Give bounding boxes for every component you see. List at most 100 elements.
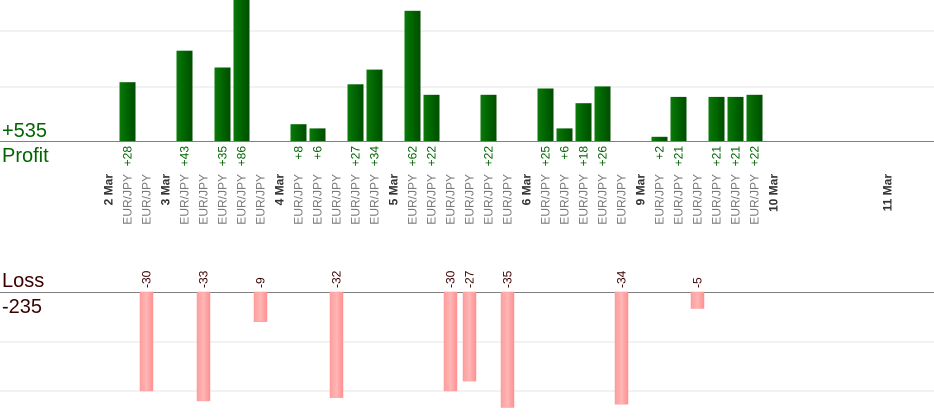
instrument-label: EUR/JPY — [577, 174, 591, 225]
profit-value-label: +21 — [729, 146, 743, 167]
profit-value-label: +34 — [368, 146, 382, 167]
profit-bar — [727, 96, 744, 141]
instrument-label: EUR/JPY — [178, 174, 192, 225]
loss-value-label: -30 — [140, 270, 154, 288]
profit-bar — [651, 136, 668, 141]
profit-value-label: +27 — [349, 146, 363, 167]
loss-label: Loss — [2, 270, 45, 292]
loss-value-label: -30 — [444, 270, 458, 288]
profit-bar — [366, 69, 383, 141]
date-label: 2 Mar — [102, 174, 116, 206]
instrument-label: EUR/JPY — [653, 174, 667, 225]
profit-bar — [594, 86, 611, 141]
instrument-label: EUR/JPY — [672, 174, 686, 225]
profit-bar — [670, 96, 687, 141]
profit-bar — [176, 50, 193, 142]
date-label: 4 Mar — [273, 174, 287, 206]
instrument-label: EUR/JPY — [235, 174, 249, 225]
instrument-label: EUR/JPY — [444, 174, 458, 225]
loss-bar — [500, 291, 515, 408]
profit-bar — [556, 128, 573, 141]
loss-bar — [614, 291, 629, 405]
instrument-label: EUR/JPY — [140, 174, 154, 225]
date-label: 3 Mar — [159, 174, 173, 206]
profit-bar — [480, 94, 497, 141]
profit-bar — [290, 124, 307, 141]
loss-value-label: -5 — [691, 277, 705, 288]
instrument-label: EUR/JPY — [121, 174, 135, 225]
instrument-label: EUR/JPY — [311, 174, 325, 225]
profit-bar — [575, 103, 592, 141]
profit-bar — [309, 128, 326, 141]
profit-value-label: +18 — [577, 146, 591, 167]
date-label: 11 Mar — [881, 174, 895, 212]
instrument-label: EUR/JPY — [710, 174, 724, 225]
profit-value-label: +6 — [558, 146, 572, 160]
instrument-label: EUR/JPY — [558, 174, 572, 225]
profit-value-label: +62 — [406, 146, 420, 167]
date-label: 5 Mar — [387, 174, 401, 206]
loss-value-label: -35 — [501, 270, 515, 288]
profit-bar — [233, 0, 250, 141]
loss-value-label: -9 — [254, 277, 268, 288]
profit-bar — [404, 10, 421, 141]
loss-total: -235 — [2, 296, 43, 318]
profit-bar — [537, 88, 554, 141]
instrument-label: EUR/JPY — [539, 174, 553, 225]
profit-value-label: +21 — [710, 146, 724, 167]
instrument-label: EUR/JPY — [729, 174, 743, 225]
profit-total: +535 — [2, 120, 48, 142]
instrument-label: EUR/JPY — [216, 174, 230, 225]
instrument-label: EUR/JPY — [501, 174, 515, 225]
loss-value-label: -27 — [463, 270, 477, 288]
loss-value-label: -32 — [330, 270, 344, 288]
profit-value-label: +25 — [539, 146, 553, 167]
instrument-label: EUR/JPY — [615, 174, 629, 225]
instrument-label: EUR/JPY — [596, 174, 610, 225]
profit-value-label: +6 — [311, 146, 325, 160]
profit-bar — [423, 94, 440, 141]
loss-bar — [690, 291, 705, 309]
profit-bar — [347, 84, 364, 141]
profit-value-label: +43 — [178, 146, 192, 167]
loss-value-label: -33 — [197, 270, 211, 288]
loss-bar — [196, 291, 211, 402]
profit-value-label: +22 — [425, 146, 439, 167]
instrument-label: EUR/JPY — [292, 174, 306, 225]
loss-bar — [462, 291, 477, 382]
profit-value-label: +21 — [672, 146, 686, 167]
profit-bar — [119, 82, 136, 141]
instrument-label: EUR/JPY — [254, 174, 268, 225]
profit-value-label: +86 — [235, 146, 249, 167]
instrument-label: EUR/JPY — [425, 174, 439, 225]
profit-label: Profit — [2, 145, 49, 167]
profit-bar — [708, 96, 725, 141]
profit-value-label: +35 — [216, 146, 230, 167]
loss-value-label: -34 — [615, 270, 629, 288]
profit-value-label: +26 — [596, 146, 610, 167]
instrument-label: EUR/JPY — [691, 174, 705, 225]
instrument-label: EUR/JPY — [463, 174, 477, 225]
loss-bar — [253, 291, 268, 322]
date-label: 6 Mar — [520, 174, 534, 206]
date-label: 9 Mar — [634, 174, 648, 206]
instrument-label: EUR/JPY — [482, 174, 496, 225]
loss-bar — [329, 291, 344, 398]
date-label: 10 Mar — [767, 174, 781, 212]
instrument-label: EUR/JPY — [748, 174, 762, 225]
instrument-label: EUR/JPY — [197, 174, 211, 225]
profit-value-label: +8 — [292, 146, 306, 160]
profit-value-label: +22 — [748, 146, 762, 167]
loss-bar — [443, 291, 458, 392]
profit-bar — [214, 67, 231, 141]
instrument-label: EUR/JPY — [368, 174, 382, 225]
profit-value-label: +2 — [653, 146, 667, 160]
loss-bar — [139, 291, 154, 392]
profit-value-label: +28 — [121, 146, 135, 167]
profit-bar — [746, 94, 763, 141]
instrument-label: EUR/JPY — [406, 174, 420, 225]
instrument-label: EUR/JPY — [330, 174, 344, 225]
profit-value-label: +22 — [482, 146, 496, 167]
instrument-label: EUR/JPY — [349, 174, 363, 225]
